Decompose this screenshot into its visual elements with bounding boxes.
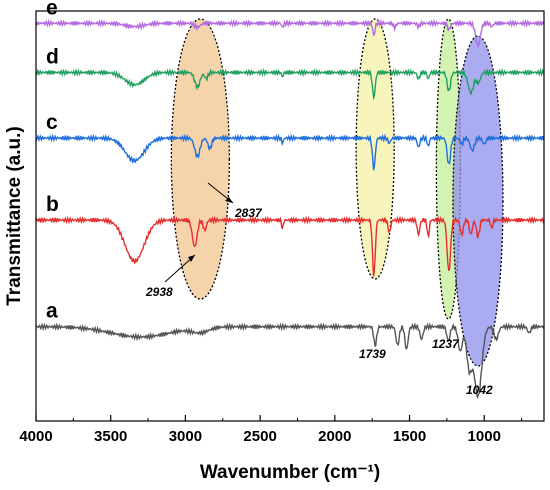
- series-line-c: [35, 133, 545, 171]
- series-label-b: b: [46, 193, 59, 216]
- peak-label-2837: 2837: [234, 206, 263, 220]
- x-axis-title: Wavenumber (cm⁻¹): [200, 462, 380, 483]
- series-label-e: e: [46, 0, 58, 19]
- arrowhead-2938: [188, 255, 195, 262]
- series-label-a: a: [46, 300, 58, 323]
- plot-frame: [35, 10, 545, 422]
- highlight-layer: [170, 18, 504, 367]
- annotation-layer: 2938 2837 1739 1237 1042: [145, 182, 493, 397]
- peak-label-1739: 1739: [359, 347, 386, 361]
- x-tick-label: 4000: [19, 428, 52, 445]
- arrowhead-2837: [225, 197, 233, 203]
- x-tick-label: 3500: [94, 428, 127, 445]
- peak-label-1042: 1042: [466, 383, 493, 397]
- x-tick-label: 1500: [393, 428, 426, 445]
- series-line-b: [35, 215, 545, 277]
- peak-label-2938: 2938: [145, 285, 173, 299]
- highlight-ellipse-2900: [170, 18, 231, 300]
- series-line-a: [35, 322, 545, 399]
- peak-label-1237: 1237: [432, 337, 460, 351]
- series-line-d: [35, 68, 545, 101]
- series-label-d: d: [46, 46, 59, 69]
- x-tick-label: 2000: [318, 428, 351, 445]
- series-layer: [35, 18, 545, 399]
- x-tick-label: 1000: [468, 428, 501, 445]
- highlight-ellipse-1730: [355, 18, 395, 280]
- x-tick-label: 3000: [169, 428, 202, 445]
- series-line-e: [35, 18, 545, 48]
- x-tick-label: 2500: [243, 428, 276, 445]
- label-layer: a b c d e: [46, 0, 59, 323]
- series-label-c: c: [46, 111, 58, 134]
- y-axis-title: Transmittance (a.u.): [4, 126, 25, 306]
- tick-layer: 4000 3500 3000 2500 2000 1500 1000: [19, 415, 523, 445]
- highlight-ellipse-1042: [452, 35, 504, 367]
